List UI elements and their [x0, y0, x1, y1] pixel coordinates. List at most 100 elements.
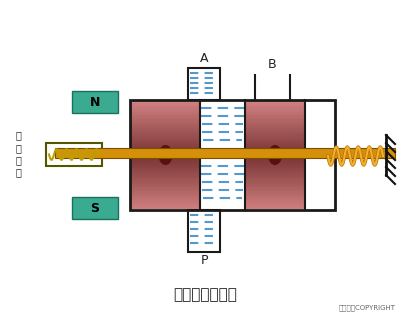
Bar [131, 112, 200, 114]
Bar [131, 153, 200, 155]
Bar [131, 108, 200, 110]
Bar [245, 189, 305, 191]
Bar [131, 119, 200, 121]
Bar [245, 135, 305, 137]
Bar [245, 150, 305, 152]
Bar [245, 126, 305, 128]
Bar [245, 132, 305, 133]
Bar [245, 202, 305, 204]
Bar [245, 130, 305, 132]
Bar [131, 166, 200, 167]
Bar [131, 103, 200, 105]
Bar [131, 114, 200, 115]
Bar [188, 68, 220, 100]
Bar [245, 164, 305, 166]
Bar [245, 112, 305, 114]
Bar [130, 100, 335, 210]
Bar [245, 184, 305, 186]
Bar [245, 157, 305, 159]
Bar [131, 189, 200, 191]
Bar [245, 178, 305, 180]
Bar [131, 191, 200, 193]
Bar [131, 117, 200, 119]
Bar [131, 137, 200, 139]
Bar [245, 187, 305, 189]
Bar [245, 114, 305, 115]
Bar [131, 155, 200, 157]
Bar [245, 121, 305, 122]
Bar [245, 195, 305, 197]
Bar [245, 108, 305, 110]
Bar [245, 169, 305, 171]
Bar [131, 150, 200, 152]
Bar [131, 207, 200, 209]
Bar [131, 159, 200, 160]
Bar [131, 141, 200, 142]
Bar [245, 119, 305, 121]
Bar [131, 205, 200, 207]
Bar [245, 110, 305, 112]
Bar [46, 143, 102, 166]
Bar [245, 103, 305, 105]
Bar [245, 193, 305, 195]
Bar [72, 197, 118, 219]
Bar [245, 139, 305, 141]
Bar [245, 117, 305, 119]
Bar [131, 167, 200, 169]
Bar [131, 101, 200, 103]
Ellipse shape [268, 145, 282, 165]
Bar [245, 107, 305, 108]
Bar [131, 202, 200, 204]
Bar [131, 142, 200, 144]
Bar [131, 162, 200, 164]
Bar [245, 142, 305, 144]
Bar [131, 126, 200, 128]
Bar [131, 175, 200, 177]
Bar [245, 137, 305, 139]
Bar [245, 197, 305, 198]
Bar [131, 173, 200, 175]
Bar [131, 171, 200, 173]
Bar [131, 157, 200, 159]
Bar [131, 187, 200, 189]
Bar [131, 124, 200, 126]
Bar [131, 110, 200, 112]
Bar [245, 205, 305, 207]
Bar [131, 146, 200, 148]
Bar [131, 152, 200, 153]
Bar [131, 107, 200, 108]
Bar [245, 159, 305, 160]
Bar [131, 148, 200, 150]
Bar [131, 193, 200, 195]
Bar [72, 91, 118, 113]
Bar [245, 144, 305, 146]
Text: N: N [90, 95, 100, 108]
Bar [245, 160, 305, 162]
Text: A: A [200, 51, 208, 64]
Bar [245, 171, 305, 173]
Ellipse shape [159, 145, 173, 165]
Bar [245, 175, 305, 177]
Bar [131, 204, 200, 205]
Text: 线
圈
断
电: 线 圈 断 电 [15, 130, 21, 178]
Bar [131, 121, 200, 122]
Bar [131, 133, 200, 135]
Bar [245, 133, 305, 135]
Bar [245, 173, 305, 175]
Bar [131, 182, 200, 184]
Bar [245, 186, 305, 187]
Bar [188, 210, 220, 252]
Bar [245, 191, 305, 193]
Bar [245, 128, 305, 130]
Bar [245, 101, 305, 103]
Bar [245, 155, 305, 157]
Bar [245, 177, 305, 178]
Bar [131, 128, 200, 130]
Bar [131, 198, 200, 200]
Text: B: B [268, 58, 276, 71]
Bar [131, 130, 200, 132]
Bar [245, 153, 305, 155]
Bar [245, 122, 305, 124]
Bar [245, 148, 305, 150]
Bar [131, 195, 200, 197]
